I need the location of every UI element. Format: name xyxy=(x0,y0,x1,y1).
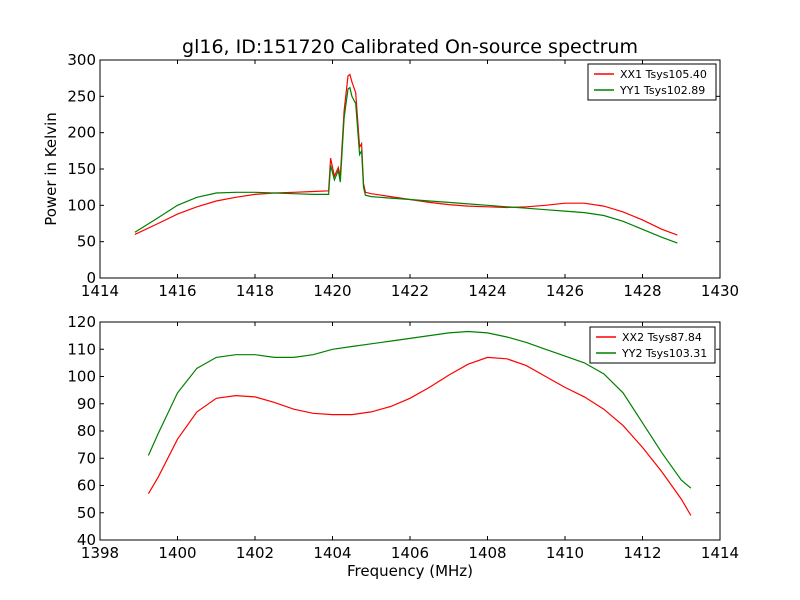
x-tick-label: 1410 xyxy=(546,544,584,562)
y-tick-label: 90 xyxy=(77,395,96,413)
x-tick-label: 1408 xyxy=(468,544,506,562)
chart-title: gl16, ID:151720 Calibrated On-source spe… xyxy=(182,36,638,58)
y-tick-label: 100 xyxy=(67,196,96,214)
x-tick-label: 1414 xyxy=(701,544,739,562)
y-axis-label: Power in Kelvin xyxy=(42,112,60,226)
legend-entry: XX1 Tsys105.40 xyxy=(620,68,707,81)
y-tick-label: 0 xyxy=(86,269,96,287)
y-tick-label: 300 xyxy=(67,51,96,69)
x-tick-label: 1426 xyxy=(546,282,584,300)
x-tick-label: 1400 xyxy=(158,544,196,562)
legend-entry: XX2 Tsys87.84 xyxy=(622,331,702,344)
y-tick-label: 60 xyxy=(77,477,96,495)
y-tick-label: 70 xyxy=(77,449,96,467)
x-tick-label: 1402 xyxy=(236,544,274,562)
series-line-yy2 xyxy=(147,330,692,489)
y-tick-label: 80 xyxy=(77,422,96,440)
x-tick-label: 1416 xyxy=(158,282,196,300)
x-tick-label: 1418 xyxy=(236,282,274,300)
x-tick-label: 1412 xyxy=(623,544,661,562)
top-panel: gl16, ID:151720 Calibrated On-source spe… xyxy=(42,36,739,300)
legend: XX2 Tsys87.84 YY2 Tsys103.31 xyxy=(589,326,716,364)
legend-entry: YY2 Tsys103.31 xyxy=(621,347,707,360)
x-tick-label: 1406 xyxy=(391,544,429,562)
y-tick-label: 200 xyxy=(67,124,96,142)
x-tick-label: 1404 xyxy=(313,544,351,562)
x-tick-label: 1414 xyxy=(81,282,119,300)
legend-box xyxy=(587,63,717,101)
y-tick-label: 50 xyxy=(77,233,96,251)
bottom-panel: 1398 1400 1402 1404 1406 1408 1410 1412 1414 40 50… xyxy=(67,313,739,580)
x-axis-label: Frequency (MHz) xyxy=(347,562,473,580)
x-tick-label: 1430 xyxy=(701,282,739,300)
legend-box xyxy=(589,326,716,364)
y-tick-label: 100 xyxy=(67,368,96,386)
series-line-yy1 xyxy=(134,86,678,244)
y-tick-label: 50 xyxy=(77,504,96,522)
y-tick-label: 150 xyxy=(67,160,96,178)
x-tick-label: 1398 xyxy=(81,544,119,562)
x-tick-label: 1422 xyxy=(391,282,429,300)
y-tick-label: 250 xyxy=(67,87,96,105)
y-tick-label: 110 xyxy=(67,340,96,358)
legend: XX1 Tsys105.40 YY1 Tsys102.89 xyxy=(587,63,717,101)
y-tick-label: 40 xyxy=(77,531,96,549)
x-tick-label: 1420 xyxy=(313,282,351,300)
y-tick-label: 120 xyxy=(67,313,96,331)
x-tick-label: 1428 xyxy=(623,282,661,300)
legend-entry: YY1 Tsys102.89 xyxy=(619,84,705,97)
x-tick-label: 1424 xyxy=(468,282,506,300)
series-line-xx2 xyxy=(147,356,692,516)
